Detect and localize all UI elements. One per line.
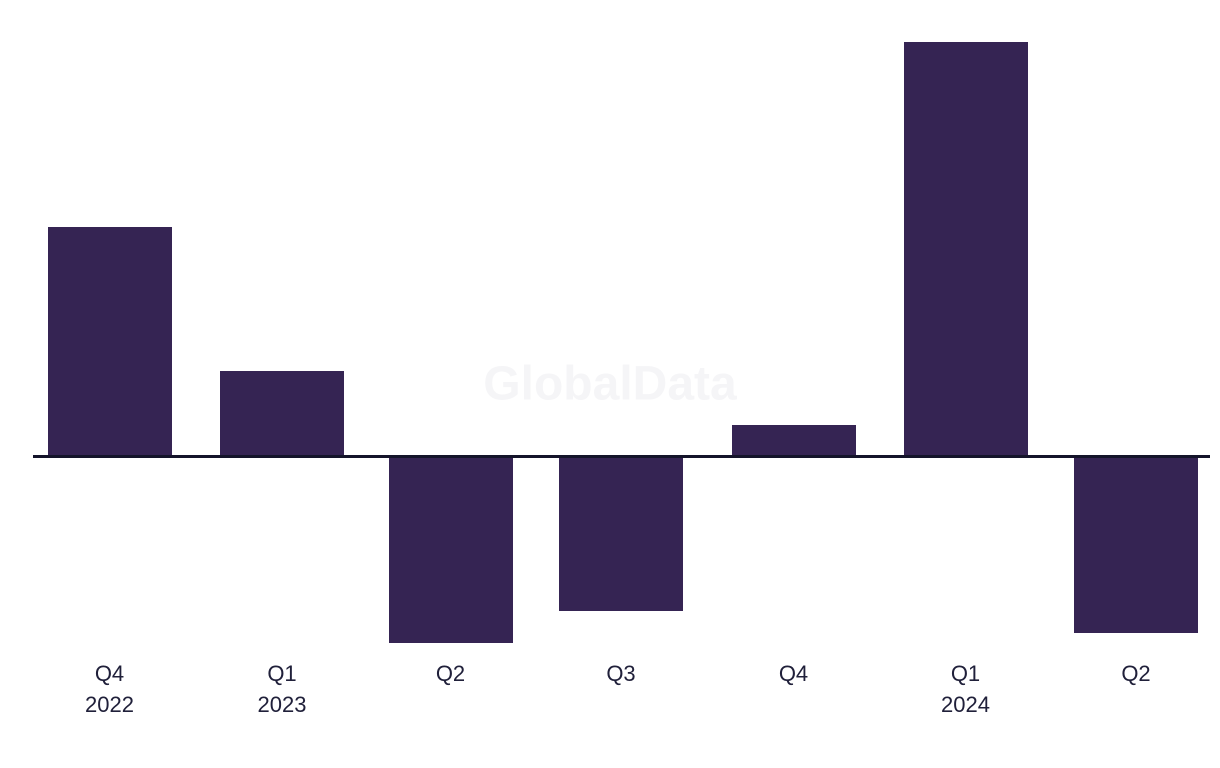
x-axis-label-q1-2024: Q1 2024 [891, 658, 1041, 720]
x-axis-label-q2: Q2 [376, 658, 526, 689]
x-axis-label-q1-2023: Q1 2023 [207, 658, 357, 720]
x-axis-label-quarter: Q3 [606, 661, 636, 686]
x-axis-label-year: 2022 [85, 692, 134, 717]
x-axis-label-quarter: Q2 [435, 661, 466, 686]
x-axis-label-year: 2023 [257, 692, 307, 717]
chart-bar-q4 [731, 425, 856, 455]
chart-bar-q2 [388, 458, 513, 643]
x-axis-label-q2: Q2 [1061, 658, 1211, 689]
x-axis-label-q4-2022: Q4 2022 [35, 658, 185, 720]
globaldata-watermark: GlobalData [483, 357, 737, 411]
x-axis-label-quarter: Q2 [1121, 661, 1151, 686]
x-axis-label-year: 2024 [941, 692, 990, 717]
x-axis-label-quarter: Q1 [950, 661, 981, 686]
chart-bar-q1-2024 [903, 42, 1028, 455]
x-axis-label-quarter: Q4 [778, 661, 809, 686]
chart-bar-q4-2022 [47, 227, 172, 455]
chart-bar-q3 [559, 458, 683, 611]
x-axis-label-quarter: Q4 [94, 661, 125, 686]
chart-bar-q2 [1074, 458, 1198, 633]
x-axis-label-q3: Q3 [546, 658, 696, 689]
x-axis-label-quarter: Q1 [267, 661, 297, 686]
chart-bar-q1-2023 [220, 371, 344, 455]
x-axis-line [33, 455, 1210, 458]
x-axis-label-q4: Q4 [719, 658, 869, 689]
